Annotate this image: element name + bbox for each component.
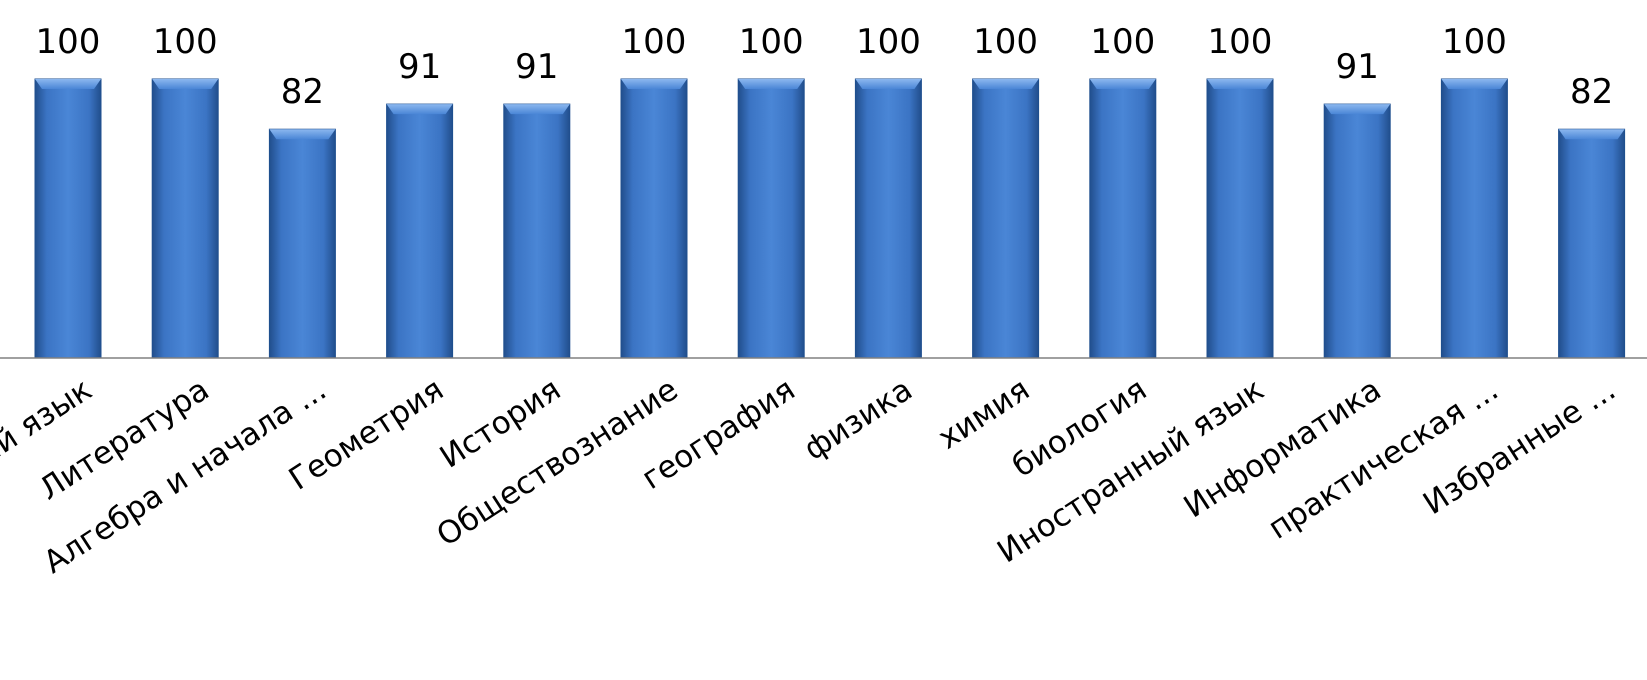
bar-top-bevel — [972, 79, 1039, 89]
bar — [503, 103, 571, 359]
data-label: 82 — [281, 72, 324, 112]
x-tick-label: физика — [798, 372, 919, 468]
bar — [1206, 78, 1274, 359]
data-label: 100 — [1442, 22, 1507, 62]
bar — [1323, 103, 1391, 359]
data-label: 100 — [739, 22, 804, 62]
bar — [972, 78, 1040, 359]
bar — [34, 78, 102, 359]
data-label: 91 — [1336, 47, 1379, 87]
bar — [1089, 78, 1157, 359]
bar — [620, 78, 688, 359]
data-label: 100 — [153, 22, 218, 62]
data-label: 100 — [1208, 22, 1273, 62]
data-label: 100 — [36, 22, 101, 62]
bar — [737, 78, 805, 359]
x-tick-label: Избранные ... — [1417, 372, 1622, 523]
bar-top-bevel — [1089, 79, 1156, 89]
bar-top-bevel — [35, 79, 101, 89]
bar-top-bevel — [738, 79, 805, 89]
bar-top-bevel — [1324, 104, 1391, 115]
data-labels-group: 100 100 82 91 91 100 100 100 100 100 100 91 100 82 — [36, 22, 1614, 112]
bar — [1558, 128, 1626, 359]
bar-top-bevel — [855, 79, 922, 89]
data-label: 100 — [973, 22, 1038, 62]
data-label: 91 — [398, 47, 441, 87]
bar — [268, 128, 336, 359]
bar — [151, 78, 219, 359]
bar-top-bevel — [269, 129, 336, 140]
bar-top-bevel — [621, 79, 687, 89]
bar — [386, 103, 454, 359]
bar — [1440, 78, 1508, 359]
data-label: 82 — [1570, 72, 1613, 112]
bar-top-bevel — [503, 104, 570, 115]
data-label: 91 — [515, 47, 558, 87]
bar-top-bevel — [1441, 79, 1508, 89]
data-label: 100 — [856, 22, 921, 62]
data-label: 100 — [1090, 22, 1155, 62]
bar-top-bevel — [1207, 79, 1273, 89]
bar-top-bevel — [1558, 129, 1625, 140]
bars-group — [34, 78, 1626, 359]
bar — [854, 78, 922, 359]
data-label: 100 — [622, 22, 687, 62]
bar-top-bevel — [386, 104, 453, 115]
x-tick-label: химия — [932, 372, 1036, 457]
bar-top-bevel — [152, 79, 219, 89]
